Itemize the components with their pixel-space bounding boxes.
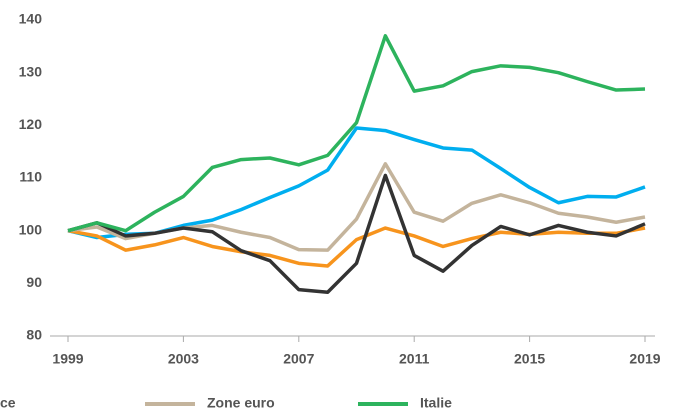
line-series (67, 162, 646, 252)
legend-fragment: ce (0, 395, 16, 411)
x-tick-label: 2007 (283, 351, 314, 367)
x-tick-label: 2019 (629, 351, 660, 367)
y-tick-label: 100 (19, 221, 43, 237)
legend-label: Zone euro (207, 395, 275, 411)
y-tick-label: 110 (19, 169, 42, 185)
x-tick-label: 2011 (399, 351, 430, 367)
y-tick-label: 120 (19, 116, 43, 132)
line-series (67, 173, 646, 295)
x-tick-label: 2015 (514, 351, 545, 367)
y-tick-label: 130 (19, 63, 43, 79)
x-tick-label: 2003 (168, 351, 199, 367)
y-tick-label: 140 (19, 11, 43, 27)
y-tick-label: 90 (26, 274, 42, 290)
x-tick-label: 1999 (52, 351, 83, 367)
line-series (67, 226, 646, 268)
legend-label: Italie (420, 395, 452, 411)
y-tick-label: 80 (26, 327, 42, 343)
line-series (67, 34, 646, 233)
